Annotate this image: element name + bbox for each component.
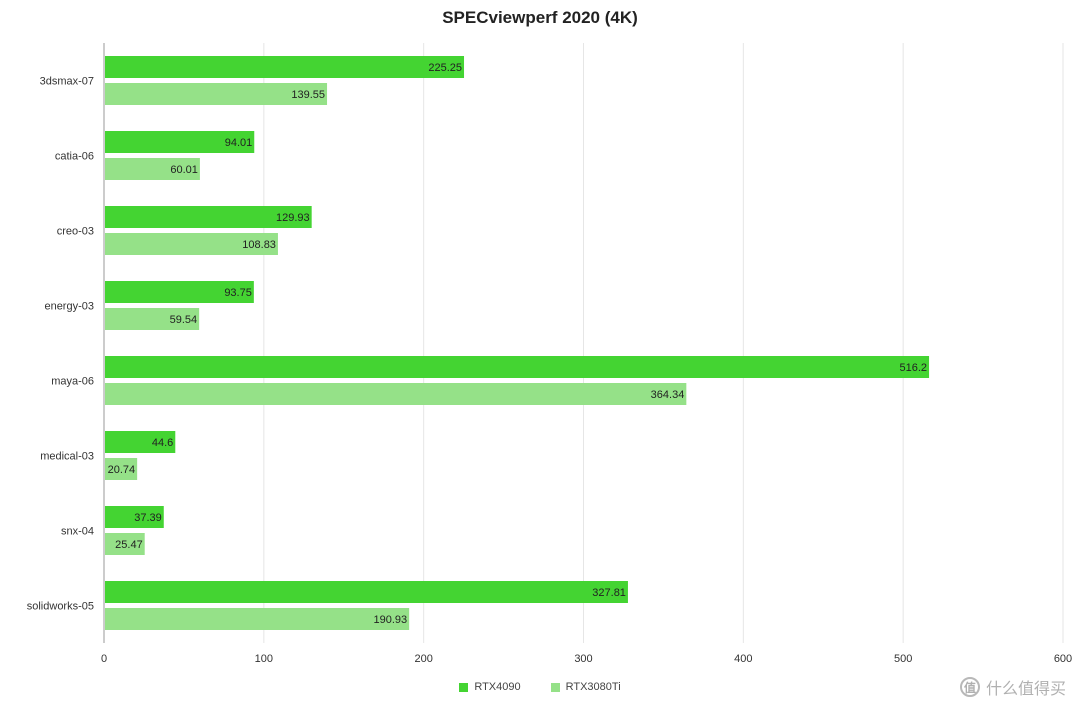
category-label-3dsmax-07: 3dsmax-07 [40, 76, 94, 88]
bar-rtx3080ti-maya-06 [105, 383, 687, 405]
watermark-text: 什么值得买 [985, 681, 1066, 698]
bar-rtx4090-catia-06 [105, 131, 255, 153]
data-label-rtx3080ti-catia-06: 60.01 [170, 164, 198, 176]
data-label-rtx3080ti-3dsmax-07: 139.55 [291, 89, 325, 101]
data-label-rtx3080ti-maya-06: 364.34 [651, 389, 685, 401]
category-label-medical-03: medical-03 [40, 451, 94, 463]
category-label-maya-06: maya-06 [51, 376, 94, 388]
data-label-rtx4090-solidworks-05: 327.81 [592, 587, 626, 599]
legend-swatch-rtx3080ti [550, 682, 560, 692]
legend-item-rtx4090[interactable]: RTX4090 [459, 681, 521, 693]
category-label-snx-04: snx-04 [61, 526, 94, 538]
bar-rtx3080ti-3dsmax-07 [105, 83, 328, 105]
data-label-rtx3080ti-creo-03: 108.83 [242, 239, 276, 251]
data-label-rtx4090-snx-04: 37.39 [134, 512, 162, 524]
data-label-rtx3080ti-medical-03: 20.74 [108, 464, 136, 476]
data-label-rtx4090-maya-06: 516.2 [900, 362, 928, 374]
bar-rtx3080ti-solidworks-05 [105, 608, 410, 630]
category-label-energy-03: energy-03 [44, 301, 94, 313]
x-tick-label: 200 [414, 653, 432, 665]
x-tick-label: 500 [894, 653, 912, 665]
data-label-rtx3080ti-solidworks-05: 190.93 [374, 614, 408, 626]
watermark: 值 什么值得买 [959, 675, 1066, 699]
bar-rtx4090-solidworks-05 [105, 581, 628, 603]
bar-rtx3080ti-catia-06 [105, 158, 200, 180]
data-label-rtx4090-energy-03: 93.75 [224, 287, 252, 299]
x-tick-label: 400 [734, 653, 752, 665]
watermark-logo-icon: 值 [959, 677, 980, 697]
chart-title: SPECviewperf 2020 (4K) [442, 8, 638, 27]
category-label-creo-03: creo-03 [57, 226, 94, 238]
bar-rtx3080ti-medical-03 [105, 458, 138, 480]
x-tick-label: 0 [101, 653, 107, 665]
x-tick-label: 300 [574, 653, 592, 665]
category-label-catia-06: catia-06 [55, 151, 94, 163]
data-label-rtx4090-creo-03: 129.93 [276, 212, 310, 224]
bar-rtx4090-maya-06 [105, 356, 930, 378]
bar-rtx3080ti-creo-03 [105, 233, 278, 255]
data-label-rtx4090-catia-06: 94.01 [225, 137, 253, 149]
legend: RTX4090 RTX3080Ti [0, 681, 1080, 693]
bar-rtx3080ti-energy-03 [105, 308, 200, 330]
x-tick-label: 100 [255, 653, 273, 665]
legend-label-rtx4090: RTX4090 [474, 681, 521, 693]
bar-rtx4090-medical-03 [105, 431, 176, 453]
data-label-rtx3080ti-energy-03: 59.54 [170, 314, 198, 326]
bar-rtx4090-creo-03 [105, 206, 312, 228]
data-label-rtx3080ti-snx-04: 25.47 [115, 539, 143, 551]
data-label-rtx4090-3dsmax-07: 225.25 [428, 62, 462, 74]
bar-rtx4090-3dsmax-07 [105, 56, 465, 78]
bar-rtx3080ti-snx-04 [105, 533, 145, 555]
category-label-solidworks-05: solidworks-05 [27, 601, 94, 613]
x-tick-label: 600 [1054, 653, 1072, 665]
legend-swatch-rtx4090 [459, 682, 469, 692]
data-label-rtx4090-medical-03: 44.6 [152, 437, 173, 449]
legend-label-rtx3080ti: RTX3080Ti [565, 681, 621, 693]
bar-rtx4090-snx-04 [105, 506, 164, 528]
bar-rtx4090-energy-03 [105, 281, 254, 303]
legend-item-rtx3080ti[interactable]: RTX3080Ti [550, 681, 621, 693]
